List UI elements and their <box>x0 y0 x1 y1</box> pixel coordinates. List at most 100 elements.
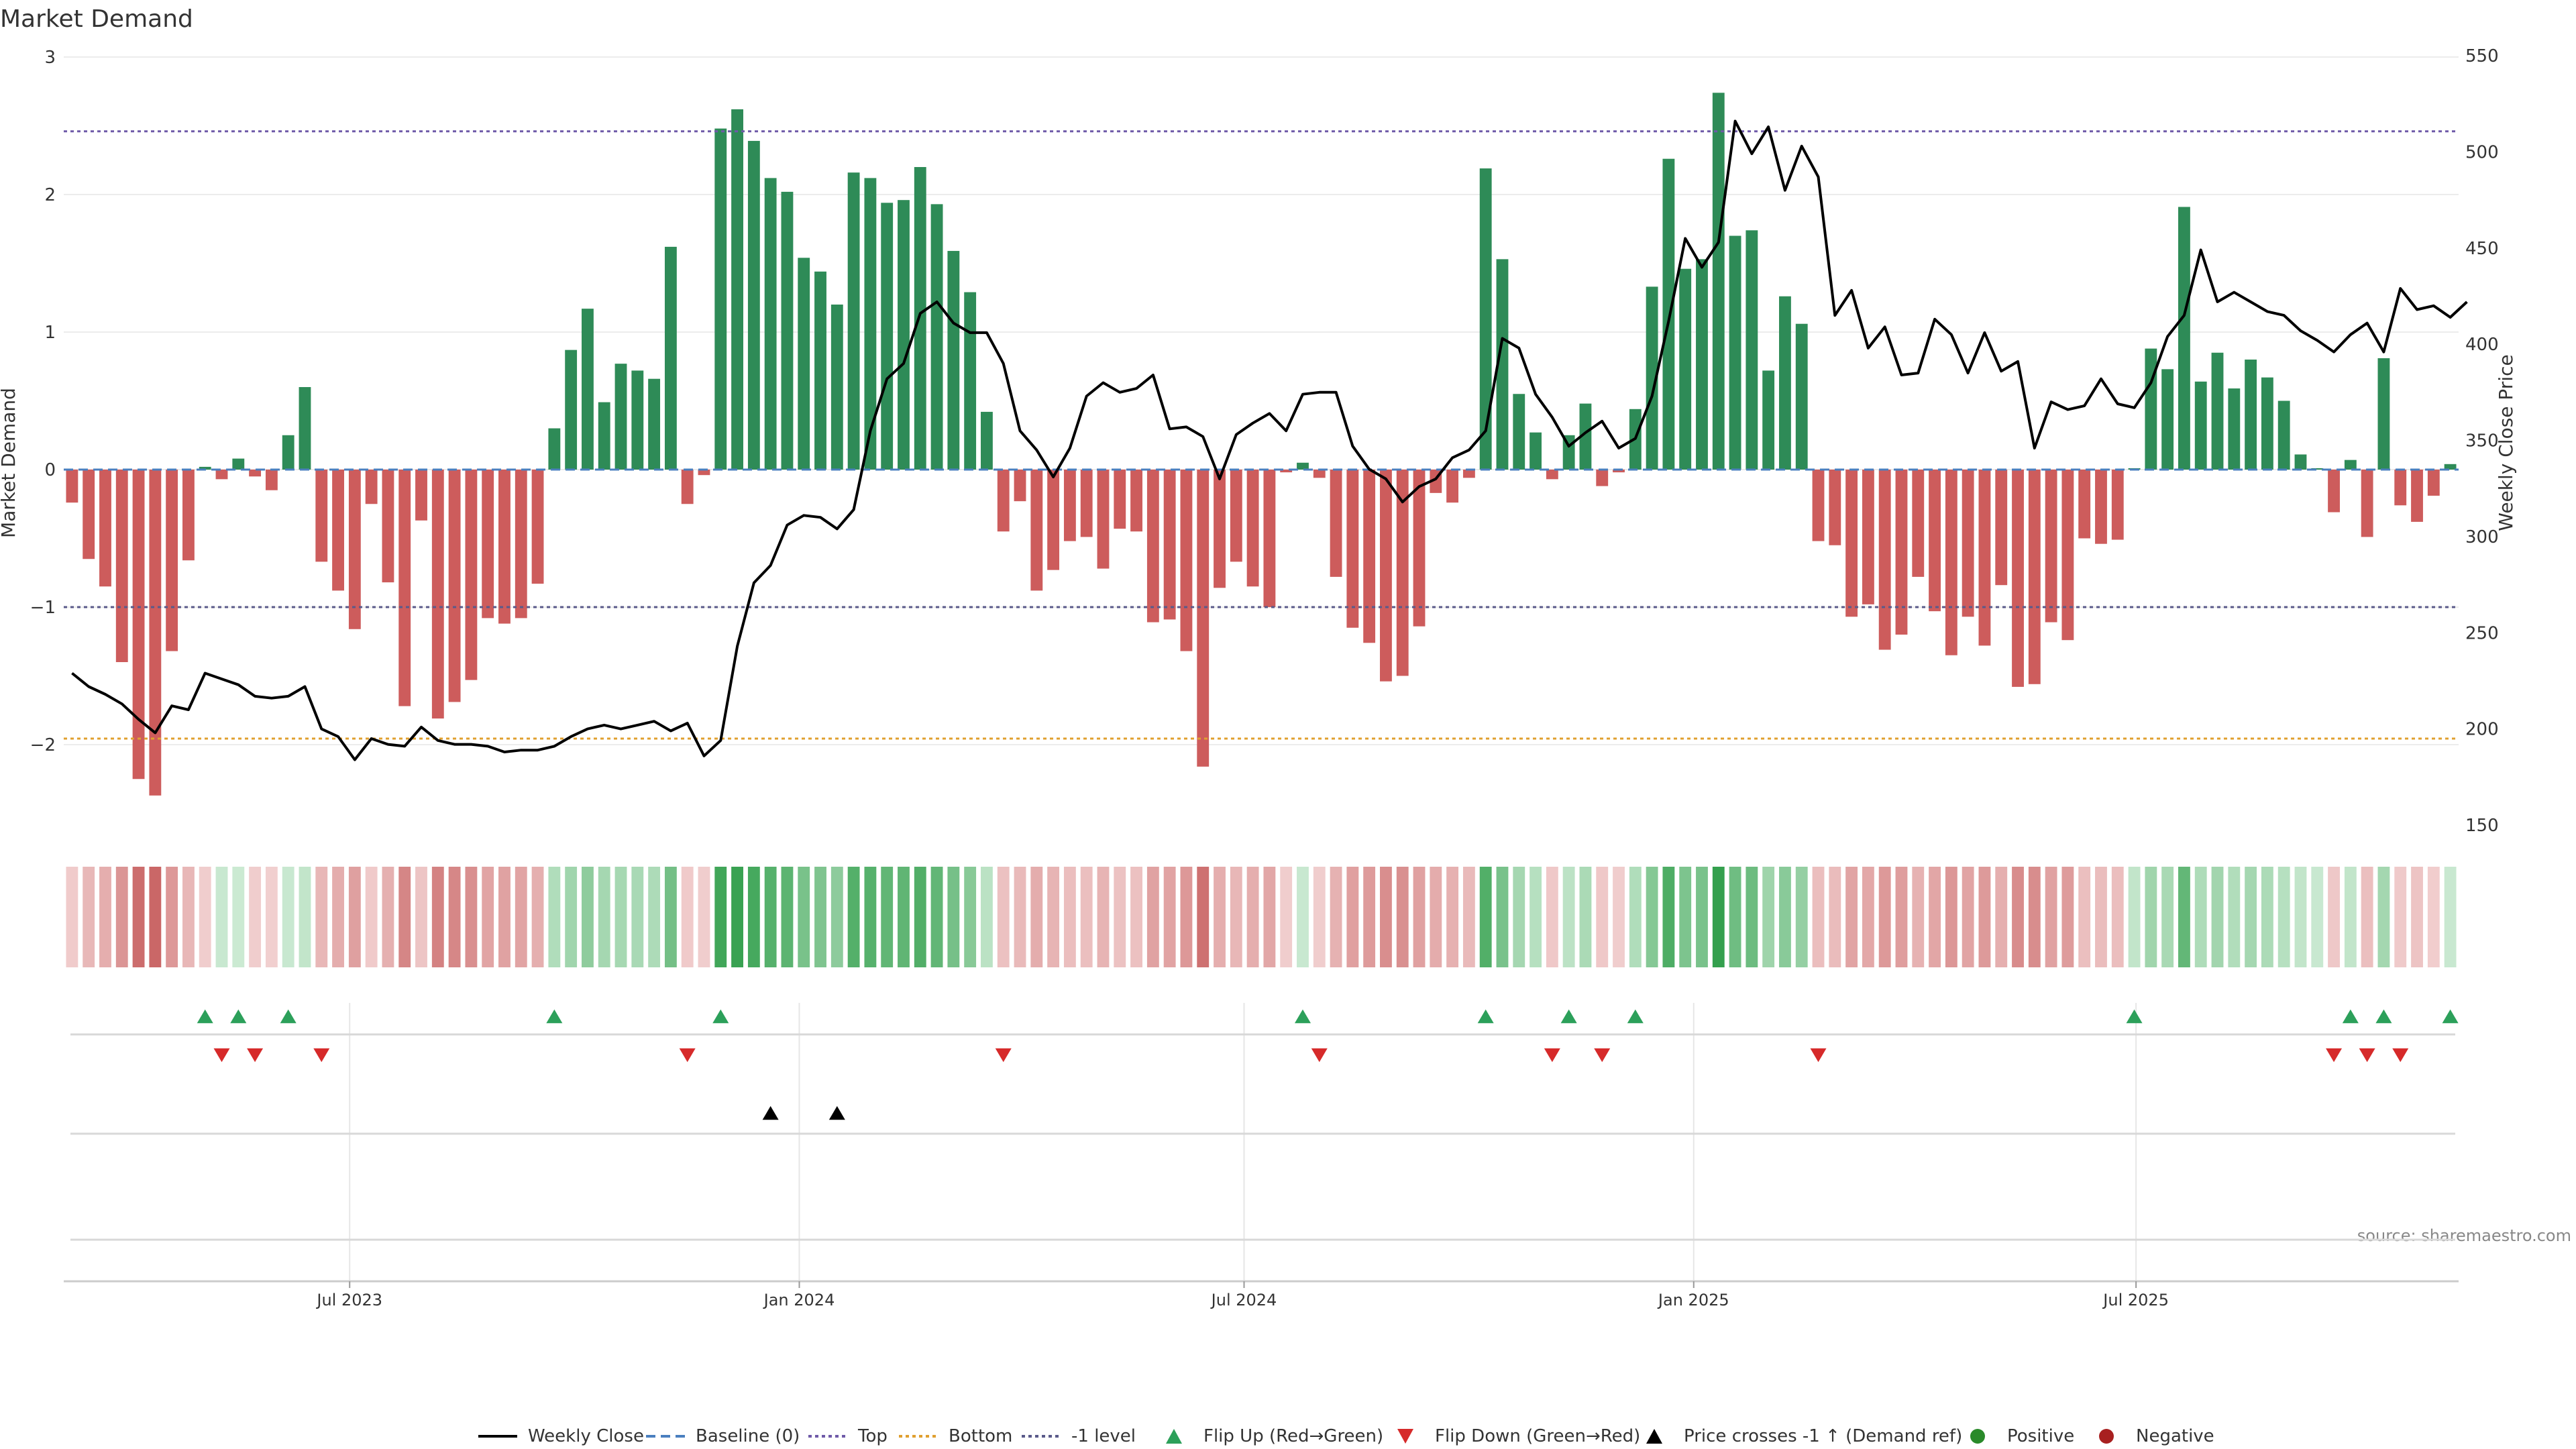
demand-bar <box>814 271 826 470</box>
y2-tick-label: 200 <box>2465 720 2499 740</box>
color-strip-cell <box>1679 867 1692 967</box>
demand-bar <box>1396 470 1409 676</box>
legend-label: Bottom <box>949 1426 1012 1446</box>
color-strip-cell <box>199 867 211 967</box>
demand-bar <box>747 141 760 470</box>
color-strip-cell <box>614 867 627 967</box>
demand-bar <box>914 167 926 470</box>
color-strip-cell <box>1878 867 1891 967</box>
demand-bar <box>1030 470 1043 591</box>
demand-bar <box>1596 470 1609 486</box>
x-tick-label: Jan 2024 <box>763 1291 835 1309</box>
demand-bar <box>2211 352 2224 470</box>
demand-bar <box>1513 394 1525 470</box>
color-strip-cell <box>448 867 461 967</box>
color-strip-cell <box>2277 867 2290 967</box>
demand-bar <box>847 172 860 470</box>
y2-tick-label: 400 <box>2465 335 2499 355</box>
demand-bar <box>465 470 478 680</box>
color-strip-cell <box>2211 867 2224 967</box>
flip-down-marker <box>2326 1048 2343 1063</box>
color-strip-cell <box>1662 867 1675 967</box>
color-strip-cell <box>1712 867 1725 967</box>
color-strip-cell <box>332 867 344 967</box>
demand-bar <box>1779 296 1791 470</box>
y-tick-label: 3 <box>44 48 56 68</box>
demand-bar <box>798 258 810 470</box>
demand-bar <box>2045 470 2057 623</box>
demand-bar <box>282 435 294 470</box>
color-strip-cell <box>1995 867 2008 967</box>
demand-bar <box>199 466 211 470</box>
demand-bar <box>1496 259 1509 470</box>
color-strip-cell <box>898 867 910 967</box>
color-strip-cell <box>215 867 228 967</box>
demand-bar <box>115 470 128 662</box>
color-strip-cell <box>1562 867 1575 967</box>
flip-up-marker <box>1294 1009 1311 1024</box>
color-strip-cell <box>1779 867 1791 967</box>
flip-down-marker <box>1311 1048 1328 1063</box>
y-tick-label: 0 <box>44 460 56 480</box>
demand-bar <box>764 178 777 470</box>
color-strip-cell <box>398 867 411 967</box>
demand-bar <box>2411 470 2423 522</box>
demand-bar <box>548 428 561 470</box>
y2-tick-label: 300 <box>2465 527 2499 547</box>
y-axis-label: Market Demand <box>0 388 19 538</box>
demand-bar <box>631 370 644 470</box>
demand-bar <box>1280 470 1293 473</box>
color-strip-cell <box>2045 867 2057 967</box>
demand-bar <box>1579 403 1592 470</box>
color-strip-cell <box>1413 867 1426 967</box>
legend-swatch-circle <box>2099 1429 2114 1444</box>
demand-bar <box>415 470 427 521</box>
demand-bar <box>565 350 578 470</box>
color-strip-cell <box>1430 867 1442 967</box>
flip-down-marker <box>995 1048 1012 1063</box>
color-strip-cell <box>482 867 494 967</box>
demand-bar <box>947 251 960 470</box>
color-strip-cell <box>2328 867 2340 967</box>
color-strip-cell <box>1746 867 1758 967</box>
color-strip-cell <box>1030 867 1043 967</box>
demand-bar <box>498 470 511 624</box>
color-strip-cell <box>814 867 826 967</box>
demand-bar <box>482 470 494 619</box>
color-strip-cell <box>149 867 162 967</box>
color-strip-cell <box>847 867 860 967</box>
x-tick-label: Jul 2023 <box>315 1291 382 1309</box>
color-strip-cell <box>1263 867 1276 967</box>
demand-bar <box>232 458 245 470</box>
color-strip-cell <box>1163 867 1176 967</box>
demand-bar <box>166 470 178 651</box>
color-strip-cell <box>1280 867 1293 967</box>
color-strip-cell <box>582 867 594 967</box>
color-strip-cell <box>1130 867 1142 967</box>
color-strip-cell <box>1962 867 1974 967</box>
color-strip-cell <box>864 867 877 967</box>
color-strip-cell <box>83 867 95 967</box>
demand-bar <box>2294 454 2307 470</box>
y-tick-label: −1 <box>30 598 56 618</box>
color-strip-cell <box>1829 867 1841 967</box>
color-strip-cell <box>2228 867 2241 967</box>
color-strip-cell <box>465 867 478 967</box>
legend-label: Flip Down (Green→Red) <box>1435 1426 1640 1446</box>
demand-bar <box>997 470 1010 532</box>
demand-bar <box>1795 323 1808 470</box>
color-strip-cell <box>981 867 993 967</box>
demand-bar <box>930 204 943 470</box>
demand-bar <box>2145 348 2157 470</box>
color-strip-cell <box>1912 867 1925 967</box>
demand-bar <box>1246 470 1259 587</box>
y2-tick-label: 250 <box>2465 623 2499 643</box>
color-strip-cell <box>2095 867 2107 967</box>
color-strip-cell <box>798 867 810 967</box>
color-strip-cell <box>1097 867 1110 967</box>
y2-axis-label: Weekly Close Price <box>2495 354 2517 531</box>
demand-bar <box>2328 470 2340 513</box>
color-strip-cell <box>1862 867 1874 967</box>
demand-bar <box>964 292 977 470</box>
demand-bar <box>1097 470 1110 569</box>
